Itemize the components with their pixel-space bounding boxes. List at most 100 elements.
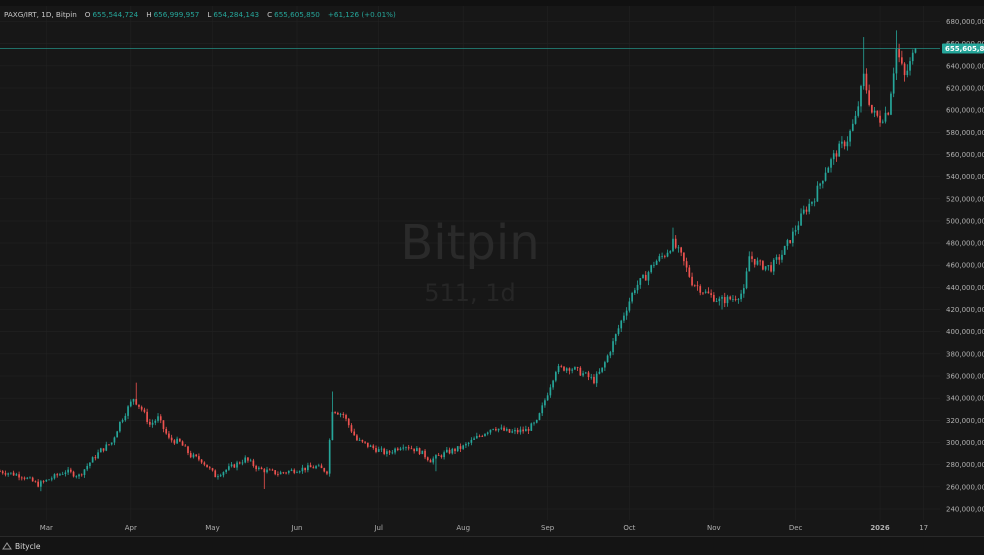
candle-up <box>511 431 514 433</box>
candle-up <box>154 420 157 423</box>
time-axis[interactable]: Mar Apr May Jun Jul Aug Sep Oct Nov Dec 2026 17 <box>40 524 928 532</box>
candle-up <box>59 474 61 476</box>
y-tick-label: 520,000,000 <box>946 195 984 203</box>
candle-down <box>350 425 353 432</box>
candle-down <box>495 428 497 431</box>
candle-down <box>407 447 410 449</box>
candle-up <box>838 143 841 157</box>
candle-up <box>549 387 552 396</box>
candle-up <box>841 141 843 144</box>
candle-up <box>380 448 383 450</box>
candle-up <box>604 362 606 368</box>
candle-up <box>909 61 911 71</box>
x-tick-label: May <box>205 524 219 532</box>
candle-down <box>345 415 347 419</box>
candle-down <box>271 469 274 471</box>
candle-up <box>91 457 94 463</box>
candle-up <box>236 462 238 468</box>
candle-up <box>756 260 759 265</box>
candle-up <box>623 315 625 321</box>
candle-up <box>75 476 78 478</box>
candle-down <box>233 464 236 468</box>
candle-up <box>661 255 663 257</box>
x-tick-label: Oct <box>623 524 635 532</box>
candle-down <box>366 442 369 447</box>
top-strip <box>0 0 984 6</box>
candle-down <box>206 464 208 468</box>
candle-down <box>247 457 249 461</box>
candle-up <box>339 413 342 415</box>
candle-up <box>764 266 767 270</box>
candle-down <box>879 115 881 123</box>
grid <box>0 6 940 520</box>
candle-down <box>759 260 762 262</box>
candle-down <box>413 448 415 452</box>
candle-up <box>557 366 560 373</box>
candle-down <box>454 448 456 452</box>
y-tick-label: 600,000,000 <box>946 107 984 115</box>
candle-up <box>650 265 653 273</box>
candle-down <box>898 49 900 58</box>
y-tick-label: 400,000,000 <box>946 328 984 336</box>
candle-down <box>0 471 1 473</box>
candle-up <box>475 435 478 439</box>
candle-up <box>519 429 522 433</box>
candle-up <box>386 451 388 454</box>
last-price-tag-bg <box>942 43 984 54</box>
close-label: C <box>267 10 273 19</box>
candle-up <box>116 431 119 438</box>
candle-down <box>751 256 753 259</box>
y-tick-label: 580,000,000 <box>946 129 984 137</box>
candle-up <box>914 48 917 53</box>
candle-up <box>445 449 448 453</box>
candle-up <box>781 254 783 260</box>
candle-up <box>800 213 802 226</box>
candle-up <box>192 454 195 458</box>
candle-up <box>595 373 598 384</box>
candle-up <box>677 247 680 249</box>
candle-down <box>560 366 563 367</box>
y-tick-label: 440,000,000 <box>946 284 984 292</box>
candle-down <box>252 460 255 466</box>
candle-up <box>402 447 405 449</box>
candle-up <box>860 86 862 107</box>
candle-down <box>347 418 350 426</box>
candle-down <box>593 376 595 384</box>
candle-down <box>309 465 312 468</box>
footer-brand[interactable]: Bitycle <box>15 541 41 551</box>
chart-area[interactable]: Bitpin 511, 1d 240,000,000 260,000,000 280… <box>0 6 984 536</box>
candle-down <box>263 469 266 473</box>
candle-up <box>394 448 396 453</box>
candle-up <box>726 296 729 304</box>
candle-down <box>342 413 345 416</box>
y-tick-label: 240,000,000 <box>946 505 984 513</box>
candle-up <box>222 472 225 476</box>
candle-up <box>290 469 293 471</box>
candlestick-chart[interactable]: Bitpin 511, 1d 240,000,000 260,000,000 280… <box>0 6 984 536</box>
price-axis[interactable]: 240,000,000 260,000,000 280,000,000 300,000… <box>946 18 984 513</box>
candle-down <box>181 441 184 446</box>
x-tick-label: Jul <box>373 524 383 532</box>
candle-up <box>296 472 298 474</box>
candle-up <box>574 367 576 370</box>
x-tick-label: Dec <box>789 524 803 532</box>
candle-up <box>129 401 132 407</box>
candle-down <box>187 446 189 454</box>
candle-up <box>704 291 707 293</box>
candle-up <box>61 473 64 475</box>
candle-down <box>165 428 168 434</box>
candle-down <box>23 477 26 479</box>
candle-down <box>31 477 34 482</box>
candle-up <box>307 465 309 471</box>
candle-down <box>871 104 873 113</box>
candle-up <box>456 446 459 452</box>
candle-up <box>892 73 895 94</box>
candle-down <box>713 294 715 302</box>
candle-up <box>228 466 230 470</box>
candle-up <box>748 256 751 272</box>
candle-down <box>887 112 890 115</box>
candle-down <box>723 297 726 304</box>
candle-up <box>571 369 574 371</box>
candle-up <box>53 474 56 479</box>
symbol-label[interactable]: PAXG/IRT, 1D, Bitpin <box>4 10 77 19</box>
